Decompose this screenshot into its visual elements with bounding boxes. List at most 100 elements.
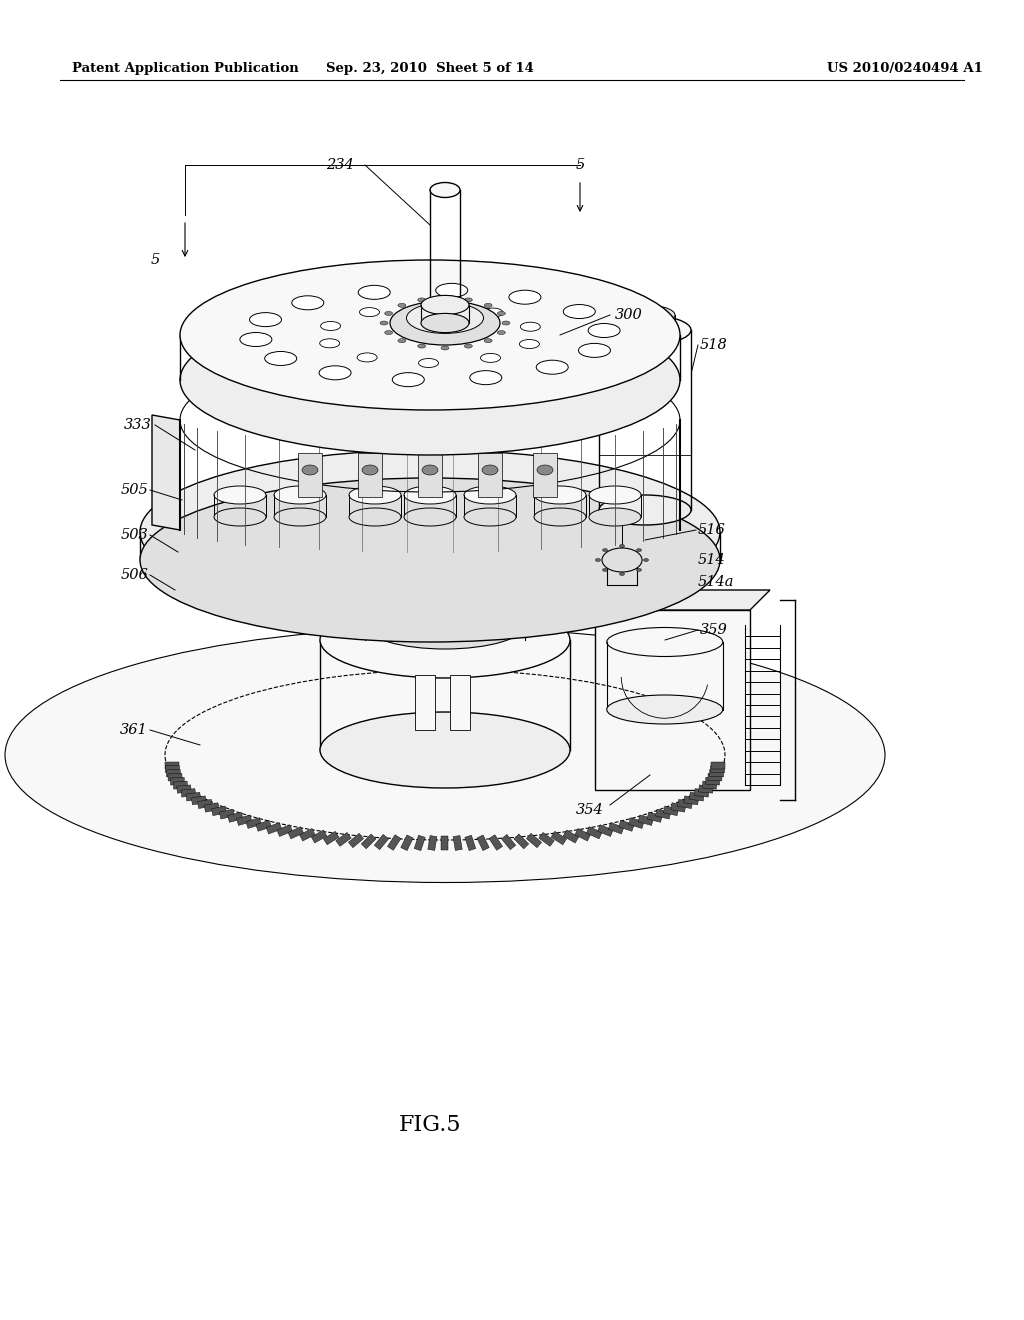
Ellipse shape — [180, 260, 680, 411]
Ellipse shape — [362, 465, 378, 475]
Ellipse shape — [419, 359, 438, 367]
Ellipse shape — [589, 508, 641, 525]
Ellipse shape — [470, 371, 502, 384]
Text: 354: 354 — [577, 803, 604, 817]
Ellipse shape — [563, 305, 595, 318]
Polygon shape — [219, 809, 234, 818]
Ellipse shape — [319, 339, 340, 347]
Ellipse shape — [214, 486, 266, 504]
Polygon shape — [465, 836, 476, 850]
Ellipse shape — [390, 301, 500, 345]
Text: 505: 505 — [120, 483, 148, 498]
Polygon shape — [165, 766, 179, 772]
Ellipse shape — [165, 682, 725, 869]
Ellipse shape — [264, 351, 297, 366]
Polygon shape — [587, 826, 602, 840]
Ellipse shape — [589, 486, 641, 504]
Ellipse shape — [407, 302, 483, 334]
Polygon shape — [689, 792, 705, 801]
Bar — [418, 453, 442, 498]
Ellipse shape — [464, 298, 472, 302]
Ellipse shape — [292, 296, 324, 310]
Polygon shape — [489, 834, 503, 850]
Polygon shape — [678, 800, 692, 809]
Text: 333: 333 — [124, 418, 152, 432]
Text: 514: 514 — [698, 553, 726, 568]
Text: 516: 516 — [698, 523, 726, 537]
Ellipse shape — [421, 296, 469, 314]
Polygon shape — [684, 796, 698, 805]
Text: Sep. 23, 2010  Sheet 5 of 14: Sep. 23, 2010 Sheet 5 of 14 — [326, 62, 535, 75]
Polygon shape — [266, 822, 282, 834]
Ellipse shape — [425, 296, 465, 314]
Ellipse shape — [398, 339, 406, 343]
Polygon shape — [711, 762, 725, 768]
Polygon shape — [526, 833, 542, 847]
Polygon shape — [374, 834, 388, 850]
Ellipse shape — [140, 478, 720, 642]
Polygon shape — [166, 770, 180, 777]
Polygon shape — [563, 830, 579, 843]
Ellipse shape — [464, 508, 516, 525]
Ellipse shape — [349, 508, 401, 525]
Polygon shape — [152, 414, 180, 531]
Polygon shape — [502, 834, 516, 850]
Polygon shape — [400, 836, 414, 850]
Polygon shape — [655, 809, 671, 818]
Ellipse shape — [482, 465, 498, 475]
Text: 506: 506 — [120, 568, 148, 582]
Ellipse shape — [418, 298, 426, 302]
Ellipse shape — [319, 602, 570, 678]
Ellipse shape — [358, 285, 390, 300]
Text: FIG.5: FIG.5 — [398, 1114, 462, 1137]
Ellipse shape — [436, 284, 468, 297]
Polygon shape — [227, 812, 243, 822]
Text: 518: 518 — [700, 338, 728, 352]
Ellipse shape — [498, 312, 506, 315]
Polygon shape — [198, 800, 212, 809]
Polygon shape — [288, 826, 304, 840]
Bar — [478, 453, 502, 498]
Polygon shape — [170, 777, 184, 785]
Ellipse shape — [599, 495, 691, 525]
Ellipse shape — [498, 330, 506, 334]
Ellipse shape — [637, 549, 641, 552]
Ellipse shape — [392, 372, 424, 387]
Ellipse shape — [464, 345, 472, 348]
Ellipse shape — [180, 305, 680, 455]
Bar — [534, 453, 557, 498]
Ellipse shape — [302, 465, 318, 475]
Ellipse shape — [602, 549, 607, 552]
Polygon shape — [256, 820, 271, 832]
Polygon shape — [204, 803, 219, 812]
Polygon shape — [702, 781, 717, 789]
Polygon shape — [514, 834, 528, 849]
Ellipse shape — [537, 360, 568, 374]
Ellipse shape — [240, 333, 272, 346]
Ellipse shape — [502, 321, 510, 325]
Ellipse shape — [484, 339, 493, 343]
Polygon shape — [177, 785, 191, 793]
Polygon shape — [711, 766, 725, 772]
Ellipse shape — [430, 182, 460, 198]
Text: Patent Application Publication: Patent Application Publication — [72, 62, 299, 75]
Text: 5: 5 — [575, 158, 585, 172]
Bar — [595, 610, 750, 789]
Ellipse shape — [480, 354, 501, 363]
Polygon shape — [477, 836, 489, 850]
Polygon shape — [299, 829, 315, 841]
Polygon shape — [361, 834, 376, 849]
Polygon shape — [181, 788, 196, 797]
Polygon shape — [415, 836, 425, 850]
Ellipse shape — [441, 296, 449, 300]
Polygon shape — [276, 825, 293, 837]
Polygon shape — [441, 836, 449, 850]
Ellipse shape — [365, 601, 525, 649]
Polygon shape — [191, 796, 206, 805]
Polygon shape — [539, 833, 554, 846]
Polygon shape — [629, 817, 644, 829]
Text: 5: 5 — [151, 253, 160, 267]
Bar — [415, 675, 435, 730]
Ellipse shape — [534, 508, 586, 525]
Ellipse shape — [422, 302, 441, 312]
